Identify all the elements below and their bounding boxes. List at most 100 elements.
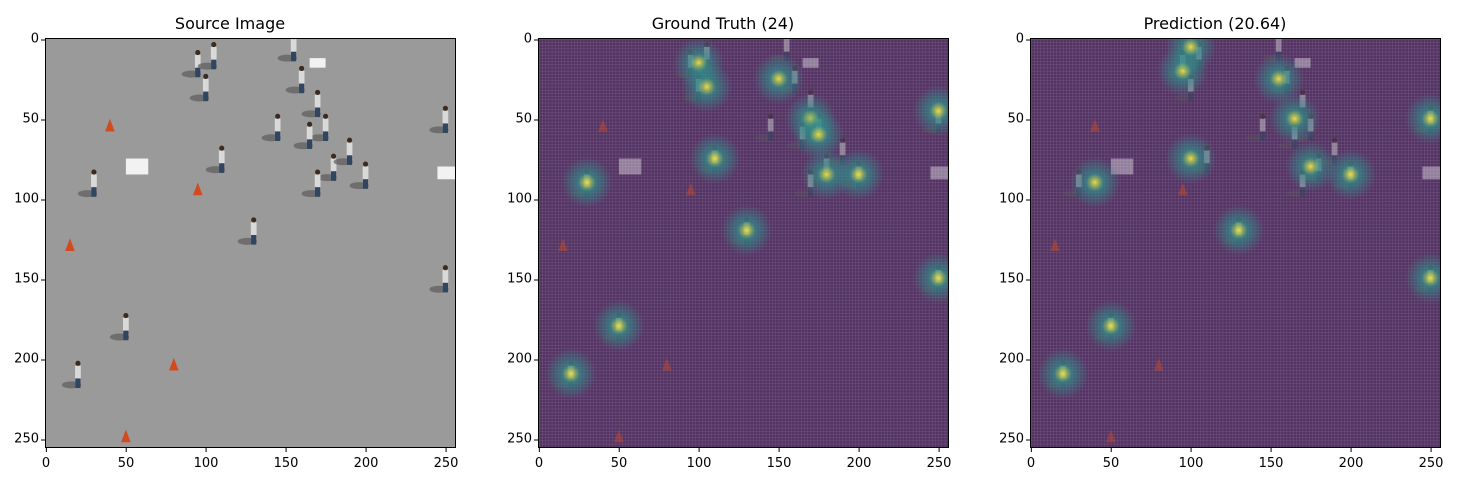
density-peak xyxy=(689,133,741,185)
y-tick: 250 xyxy=(999,431,1030,447)
y-tick: 100 xyxy=(507,191,538,207)
x-tick: 0 xyxy=(534,448,544,471)
y-tick: 50 xyxy=(1007,111,1030,127)
person-mark xyxy=(61,360,82,389)
density-peak xyxy=(721,204,773,256)
density-peak xyxy=(1165,133,1217,185)
x-axis: 0 50 100 150 200 250 xyxy=(1026,448,1443,478)
x-tick: 150 xyxy=(1258,448,1284,471)
cone-mark xyxy=(1177,182,1188,196)
person-mark xyxy=(1246,113,1266,142)
cone-mark xyxy=(192,182,203,196)
x-tick: 100 xyxy=(193,448,219,471)
cone-mark xyxy=(662,357,672,371)
image-frame xyxy=(1030,38,1441,448)
x-tick: 200 xyxy=(846,448,872,471)
prediction-heatmap xyxy=(1031,39,1440,447)
x-tick: 0 xyxy=(1026,448,1036,471)
cone-mark xyxy=(169,357,179,371)
panel-title: Prediction (20.64) xyxy=(1143,14,1287,33)
y-tick: 250 xyxy=(14,431,45,447)
density-peak xyxy=(681,61,733,113)
x-tick: 200 xyxy=(353,448,379,471)
box-mark xyxy=(437,166,455,180)
y-axis: 0 50 100 150 200 250 xyxy=(493,32,539,448)
box-mark xyxy=(1294,58,1311,68)
panel-title: Source Image xyxy=(174,14,286,33)
density-peak xyxy=(1213,204,1265,256)
cone-mark xyxy=(1154,357,1164,371)
y-tick: 50 xyxy=(515,111,538,127)
x-tick: 50 xyxy=(610,448,628,471)
x-axis: 0 50 100 150 200 250 xyxy=(534,448,952,478)
density-peak xyxy=(593,300,645,352)
panel-ground-truth: Ground Truth (24) 0 50 100 150 200 250 0… xyxy=(493,0,953,481)
box-mark xyxy=(1422,166,1440,180)
density-peak xyxy=(1037,348,1089,400)
y-tick: 200 xyxy=(507,351,538,367)
x-tick: 100 xyxy=(686,448,712,471)
density-peak xyxy=(832,148,885,200)
box-mark xyxy=(125,158,149,175)
cone-mark xyxy=(65,238,75,251)
image-frame xyxy=(45,38,456,448)
panel-title: Ground Truth (24) xyxy=(651,14,795,33)
person-mark xyxy=(333,137,353,166)
cone-mark xyxy=(598,118,608,132)
person-mark xyxy=(237,217,257,245)
density-peak xyxy=(793,109,845,161)
x-tick: 250 xyxy=(926,448,952,471)
x-tick: 50 xyxy=(117,448,135,471)
panel-prediction: Prediction (20.64) 0 50 100 150 200 250 … xyxy=(985,0,1445,481)
person-mark xyxy=(205,145,225,174)
person-mark xyxy=(277,39,297,62)
person-mark xyxy=(109,312,130,341)
y-tick: 0 xyxy=(523,31,539,47)
density-peak xyxy=(1285,141,1337,192)
density-peak xyxy=(1324,148,1377,200)
person-mark xyxy=(301,169,321,198)
person-mark xyxy=(317,153,337,182)
density-peak xyxy=(1069,156,1121,208)
cone-mark xyxy=(121,429,131,443)
y-tick: 100 xyxy=(999,191,1030,207)
density-peak xyxy=(912,252,948,304)
cone-mark xyxy=(105,118,115,132)
density-peak xyxy=(753,53,805,105)
box-mark xyxy=(618,158,642,175)
x-axis: 0 50 100 150 200 250 xyxy=(41,448,459,478)
ground-truth-heatmap xyxy=(539,39,948,447)
person-mark xyxy=(349,161,369,190)
cone-mark xyxy=(1050,238,1060,251)
x-tick: 100 xyxy=(1178,448,1204,471)
person-mark xyxy=(285,65,305,94)
person-mark xyxy=(293,121,313,150)
density-peak xyxy=(912,85,948,137)
y-tick: 150 xyxy=(999,271,1030,287)
y-tick: 200 xyxy=(14,351,45,367)
x-tick: 200 xyxy=(1338,448,1364,471)
person-mark xyxy=(429,105,449,134)
box-mark xyxy=(802,58,819,68)
x-tick: 50 xyxy=(1102,448,1120,471)
y-tick: 100 xyxy=(14,191,45,207)
x-tick: 250 xyxy=(433,448,459,471)
person-mark xyxy=(429,265,449,293)
density-peak xyxy=(561,156,613,208)
person-mark xyxy=(197,42,217,70)
person-mark xyxy=(261,113,281,142)
cone-mark xyxy=(1090,118,1100,132)
density-peak xyxy=(545,348,597,400)
y-axis: 0 50 100 150 200 250 xyxy=(0,32,46,448)
y-tick: 200 xyxy=(999,351,1030,367)
person-mark xyxy=(189,73,209,102)
cone-mark xyxy=(614,429,624,443)
y-tick: 150 xyxy=(14,271,45,287)
person-mark xyxy=(309,113,329,142)
x-tick: 0 xyxy=(41,448,51,471)
density-peak xyxy=(1085,300,1137,352)
y-tick: 150 xyxy=(507,271,538,287)
panel-source: Source Image 0 50 100 150 200 250 0 50 1… xyxy=(0,0,460,481)
density-peak xyxy=(1269,93,1321,145)
person-mark xyxy=(754,113,774,142)
